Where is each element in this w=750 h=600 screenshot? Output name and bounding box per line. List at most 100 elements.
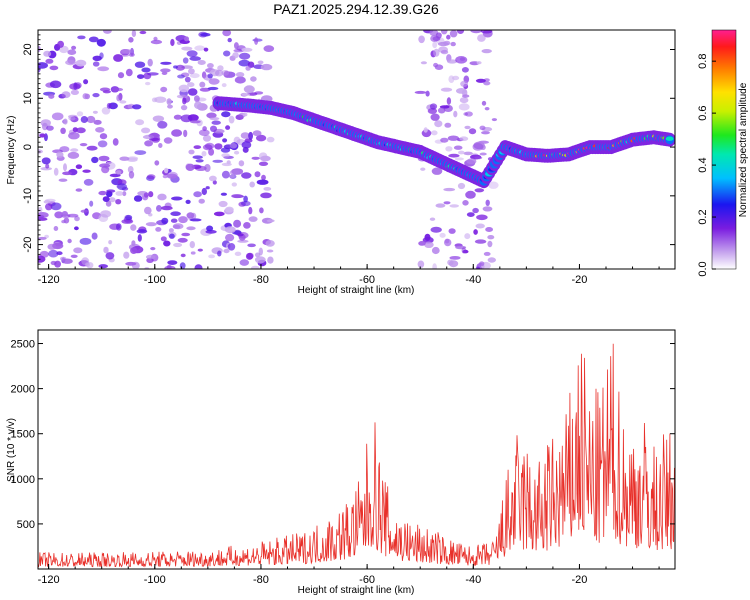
noise-blob [116, 94, 121, 102]
noise-blob [475, 78, 486, 83]
noise-blob [472, 207, 479, 214]
noise-blob [99, 163, 111, 168]
noise-blob [121, 219, 134, 224]
noise-blob [472, 143, 484, 151]
noise-blob [232, 52, 239, 59]
noise-blob [439, 232, 446, 238]
noise-blob [96, 38, 106, 47]
noise-blob [116, 223, 122, 231]
noise-blob [75, 164, 83, 169]
noise-blob [154, 160, 160, 166]
noise-blob [466, 158, 477, 165]
noise-blob [48, 249, 59, 258]
noise-blob [182, 57, 189, 64]
noise-blob [417, 260, 425, 268]
noise-blob [254, 171, 261, 178]
noise-blob [445, 146, 453, 152]
noise-blob [238, 160, 245, 167]
noise-blob [180, 253, 186, 258]
noise-blob [109, 173, 121, 178]
noise-blob [209, 117, 220, 121]
noise-blob [63, 163, 67, 172]
noise-blob [251, 156, 260, 160]
snr-x-tick-label: -80 [253, 574, 269, 586]
noise-blob [167, 260, 178, 265]
noise-blob [491, 118, 497, 122]
noise-blob [468, 128, 477, 135]
colorbar-label: Normalized spectral amplitude [738, 82, 749, 217]
noise-blob [218, 200, 228, 208]
noise-blob [137, 74, 145, 79]
snr-series-line [38, 343, 675, 568]
noise-blob [448, 228, 456, 234]
noise-blob [58, 178, 68, 182]
noise-blob [432, 41, 438, 49]
noise-blob [92, 110, 98, 114]
noise-blob [474, 188, 485, 193]
noise-blob [71, 45, 77, 50]
noise-blob [180, 114, 193, 123]
noise-blob [98, 155, 110, 162]
noise-blob [213, 211, 225, 217]
noise-blob [464, 233, 471, 240]
noise-blob [189, 73, 200, 79]
noise-blob [231, 194, 243, 199]
noise-blob [45, 163, 50, 169]
noise-blob [241, 92, 250, 97]
noise-blob [139, 30, 147, 35]
noise-blob [170, 211, 181, 216]
noise-blob [40, 167, 52, 171]
noise-blob [137, 234, 142, 242]
noise-blob [54, 211, 64, 219]
noise-blob [475, 223, 485, 229]
noise-blob [194, 45, 206, 51]
noise-blob [178, 216, 188, 224]
noise-blob [146, 174, 156, 180]
colorbar-tick-label: 0.8 [697, 54, 709, 69]
noise-blob [431, 130, 438, 136]
noise-blob [433, 62, 439, 68]
noise-blob [483, 251, 491, 256]
noise-blob [265, 240, 275, 247]
noise-blob [128, 37, 134, 43]
noise-blob [457, 182, 466, 190]
noise-blob [194, 264, 203, 269]
noise-blob [251, 265, 260, 269]
noise-blob [487, 240, 493, 248]
noise-blob [243, 195, 248, 203]
noise-blob [173, 114, 182, 120]
noise-blob [217, 65, 224, 72]
noise-blob [203, 47, 209, 52]
noise-blob [483, 81, 491, 86]
noise-blob [447, 259, 454, 266]
noise-blob [488, 181, 499, 189]
noise-blob [67, 49, 77, 55]
noise-blob [171, 129, 183, 137]
noise-blob [225, 206, 234, 213]
noise-blob [176, 94, 188, 99]
noise-blob [106, 189, 116, 193]
noise-blob [204, 164, 211, 172]
noise-blob [443, 201, 451, 205]
noise-blob [171, 196, 183, 201]
noise-blob [237, 233, 244, 237]
noise-blob [470, 30, 483, 34]
noise-blob [166, 264, 172, 269]
noise-blob [154, 96, 167, 103]
noise-blob [178, 84, 190, 93]
snr-y-tick-label: 2000 [11, 384, 35, 396]
noise-blob [123, 251, 130, 259]
noise-blob [224, 226, 236, 234]
noise-blob [234, 42, 239, 50]
noise-blob [148, 191, 154, 198]
noise-blob [125, 68, 133, 77]
noise-blob [481, 49, 492, 54]
noise-blob [257, 60, 264, 65]
noise-blob [160, 86, 168, 93]
noise-blob [234, 150, 240, 155]
noise-blob [477, 34, 486, 42]
noise-blob [147, 58, 153, 67]
noise-blob [102, 90, 111, 94]
noise-blob [190, 120, 201, 124]
noise-blob [197, 248, 203, 252]
